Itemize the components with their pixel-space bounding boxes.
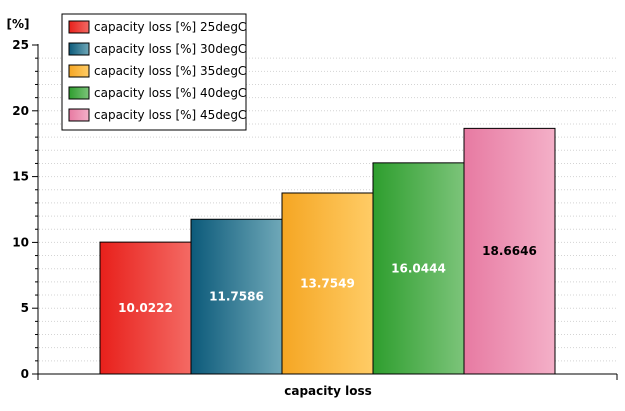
- bar: [463, 127, 556, 375]
- y-axis-title: [%]: [7, 17, 30, 31]
- legend-label: capacity loss [%] 40degC: [94, 86, 246, 100]
- data-label: 13.7549: [300, 276, 355, 290]
- bar: [99, 241, 192, 375]
- legend-swatch: [68, 64, 90, 78]
- axes: 0 5 10 15 20 25: [12, 38, 618, 381]
- y-tick-label: 15: [12, 170, 29, 184]
- legend-swatch: [68, 42, 90, 56]
- y-tick-label: 5: [21, 301, 29, 315]
- y-tick-label: 20: [12, 104, 29, 118]
- data-label: 18.6646: [482, 244, 537, 258]
- data-label: 16.0444: [391, 261, 446, 275]
- legend-box: [61, 13, 247, 131]
- y-tick-label: 0: [21, 367, 29, 381]
- legend-label: capacity loss [%] 45degC: [94, 108, 246, 122]
- legend-swatch: [68, 86, 90, 100]
- legend-swatch: [68, 108, 90, 122]
- bars: 10.0222 11.7586 13.7549 16.0444 18.6646: [99, 127, 556, 375]
- data-label: 11.7586: [209, 290, 264, 304]
- legend-label: capacity loss [%] 30degC: [94, 42, 246, 56]
- legend-label: capacity loss [%] 35degC: [94, 64, 246, 78]
- legend-label: capacity loss [%] 25degC: [94, 20, 246, 34]
- y-tick-label: 25: [12, 38, 29, 52]
- x-axis-title: capacity loss: [284, 384, 372, 398]
- y-tick-label: 10: [12, 235, 29, 249]
- legend: capacity loss [%] 25degC capacity loss [%…: [61, 13, 247, 131]
- data-label: 10.0222: [118, 301, 173, 315]
- legend-swatch: [68, 20, 90, 34]
- bar: [372, 162, 465, 375]
